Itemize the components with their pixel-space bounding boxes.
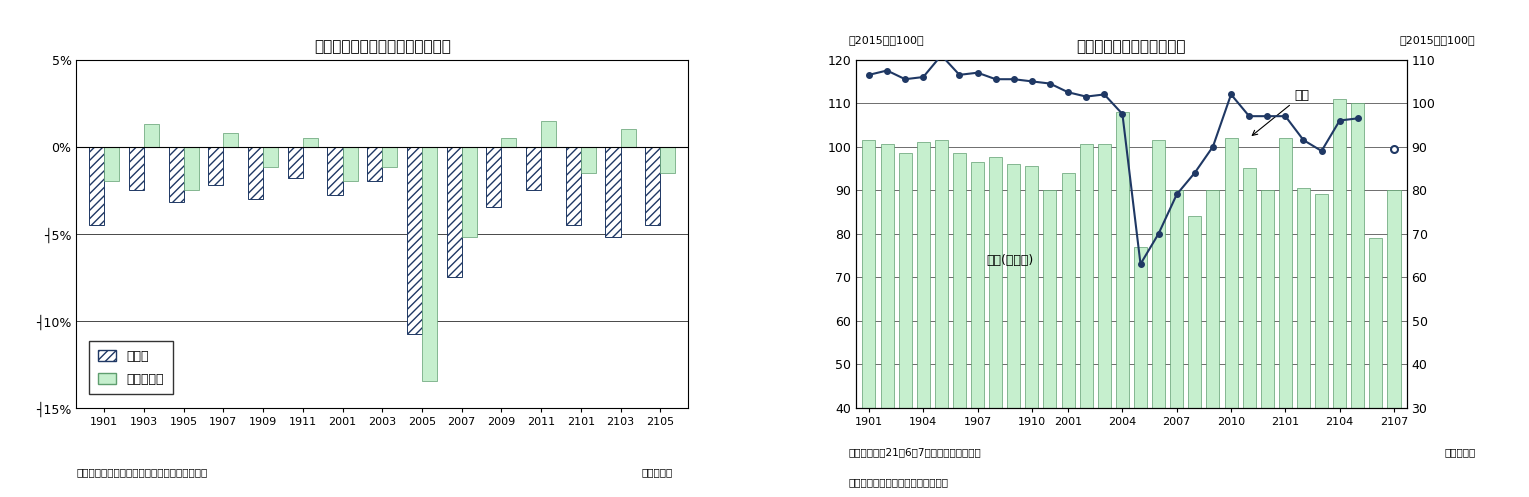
Bar [862,140,876,497]
Bar [971,162,985,497]
Bar [1098,145,1112,497]
Bar [1061,172,1075,497]
Bar [541,121,557,147]
Bar [1333,99,1346,497]
Title: 輸送機械の生産、在庫動向: 輸送機械の生産、在庫動向 [1076,39,1187,54]
Text: （年・月）: （年・月） [642,467,673,477]
Bar [486,147,502,208]
Bar [1225,138,1237,497]
Text: （資料）経済産業省「製造工業生産予測指数」: （資料）経済産業省「製造工業生産予測指数」 [76,467,208,477]
Bar [1352,103,1364,497]
Bar [917,142,930,497]
Text: （2015年＝100）: （2015年＝100） [1401,35,1475,45]
Bar [1170,190,1183,497]
Bar [287,147,303,178]
Bar [1387,190,1401,497]
Bar [1206,190,1220,497]
Bar [661,147,676,173]
Bar [1116,112,1128,497]
Bar [1135,247,1147,497]
Bar [1153,140,1165,497]
Bar [1243,168,1255,497]
Text: （2015年＝100）: （2015年＝100） [849,35,924,45]
Bar [1079,145,1093,497]
Bar [183,147,199,190]
Bar [899,153,911,497]
Bar [1008,164,1020,497]
Bar [953,153,966,497]
Bar [303,138,318,147]
Bar [104,147,119,181]
Bar [1026,166,1038,497]
Bar [342,147,358,181]
Bar [446,147,462,277]
Text: （注）生産の21年6、7月は予測指数で延長: （注）生産の21年6、7月は予測指数で延長 [849,447,982,457]
Bar [881,145,893,497]
Title: 最近の実現率、予測修正率の推移: 最近の実現率、予測修正率の推移 [313,39,451,54]
Bar [263,147,278,167]
Bar [1043,190,1057,497]
Bar [1370,238,1382,497]
Bar [645,147,661,225]
Text: （年・月）: （年・月） [1445,447,1475,457]
Bar [566,147,581,225]
Bar [1278,138,1292,497]
Bar [128,147,144,190]
Legend: 実現率, 予測修正率: 実現率, 予測修正率 [89,341,173,394]
Bar [502,138,517,147]
Bar [248,147,263,199]
Bar [581,147,596,173]
Bar [1297,188,1310,497]
Bar [989,158,1001,497]
Bar [605,147,621,237]
Bar [1261,190,1274,497]
Bar [1315,194,1329,497]
Bar [407,147,422,334]
Text: 生産: 生産 [1252,89,1309,135]
Bar [168,147,183,202]
Bar [422,147,437,382]
Bar [367,147,382,181]
Bar [382,147,398,167]
Bar [223,133,239,147]
Bar [1188,216,1202,497]
Bar [208,147,223,185]
Text: （資料）経済産業省「鉱工業指数」: （資料）経済産業省「鉱工業指数」 [849,477,948,487]
Bar [89,147,104,225]
Bar [144,124,159,147]
Bar [621,129,636,147]
Bar [327,147,342,195]
Bar [526,147,541,190]
Bar [462,147,477,237]
Text: 在庫(右目盛): 在庫(右目盛) [986,254,1034,267]
Bar [934,140,948,497]
